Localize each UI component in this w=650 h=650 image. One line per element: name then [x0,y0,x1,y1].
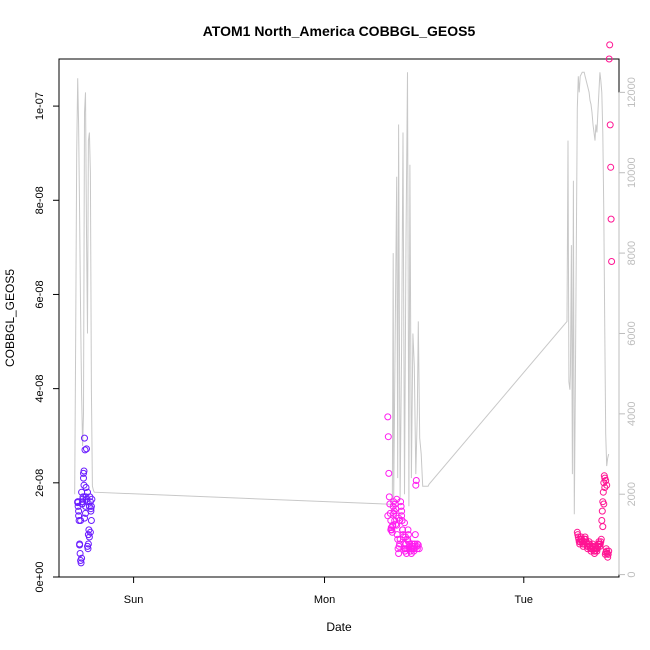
data-point [84,488,91,496]
right-tick-label: 0 [626,572,638,578]
data-point [599,488,607,496]
data-point [78,500,86,508]
data-point [394,535,402,543]
data-point [84,545,92,553]
data-point [75,507,83,515]
data-point [82,509,89,517]
data-point [608,258,616,265]
data-point [395,514,403,522]
secondary-line-layer [74,71,610,515]
data-point [77,559,85,567]
data-point [412,481,420,489]
data-point [412,477,420,484]
data-point [606,121,614,129]
data-point [596,542,604,550]
data-point [82,484,90,491]
bottom-axis: Sun Mon Tue [124,576,534,606]
data-point [393,495,401,503]
data-point [404,538,412,546]
y-tick-label: 1e-07 [34,92,46,120]
x-tick-label: Tue [515,594,534,606]
data-point [392,520,400,528]
data-point [83,445,90,453]
data-point [600,500,608,508]
data-point [76,550,84,557]
y-tick-label: 8e-08 [34,186,46,214]
plot-frame [58,58,620,578]
right-tick-label: 12000 [626,77,638,108]
x-tick-label: Mon [314,594,335,606]
data-point [413,545,421,553]
data-point [87,505,95,513]
y-tick-label: 2e-08 [34,469,46,497]
data-point [399,526,407,534]
right-tick-label: 8000 [626,241,638,265]
data-point [607,215,615,223]
data-point [599,523,607,531]
data-point [387,526,395,534]
data-point [606,41,614,49]
y-tick-label: 6e-08 [34,280,46,308]
data-point [397,502,405,510]
data-point [80,481,88,489]
data-point [598,517,606,524]
y-tick-label: 0e+00 [34,562,46,593]
data-point [81,514,88,522]
x-tick-label: Sun [124,594,144,606]
data-point [601,484,609,491]
data-point [411,531,419,539]
data-point [384,512,392,520]
data-point [390,509,398,517]
right-tick-label: 4000 [626,402,638,426]
data-point [385,493,393,501]
data-point [81,446,89,454]
right-tick-label: 6000 [626,321,638,345]
data-point [80,474,87,482]
data-point [84,540,92,548]
points-layer [74,41,616,567]
data-point [86,528,94,536]
data-point [74,498,82,506]
left-axis: 0e+00 2e-08 4e-08 6e-08 8e-08 1e-07 [34,92,60,593]
y-axis-label: COBBGL_GEOS5 [3,269,17,367]
right-axis: 0 2000 4000 6000 8000 10000 12000 [618,77,638,578]
data-point [598,507,606,515]
data-point [602,477,610,484]
data-point [401,519,408,527]
right-tick-label: 2000 [626,482,638,506]
data-point [395,550,403,557]
y-tick-label: 4e-08 [34,375,46,403]
data-point [81,434,88,442]
data-point [384,413,392,421]
data-point [605,55,613,63]
data-point [607,163,615,171]
data-point [385,469,393,477]
right-tick-label: 10000 [626,157,638,188]
secondary-series-line [74,71,610,515]
x-axis-label: Date [326,620,352,634]
data-point [84,531,92,539]
data-point [604,550,612,558]
data-point [76,541,84,549]
data-point [603,481,611,489]
data-point [398,507,406,515]
data-point [80,467,88,475]
data-point [75,512,83,520]
data-point [597,535,605,543]
data-point [87,517,95,524]
chart-title: ATOM1 North_America COBBGL_GEOS5 [203,23,476,39]
data-point [414,541,422,549]
data-point [79,493,87,501]
data-point [398,517,406,524]
data-point [605,547,613,555]
data-point [384,433,392,441]
data-point [78,554,86,562]
data-point [88,495,96,503]
data-point [404,526,412,534]
